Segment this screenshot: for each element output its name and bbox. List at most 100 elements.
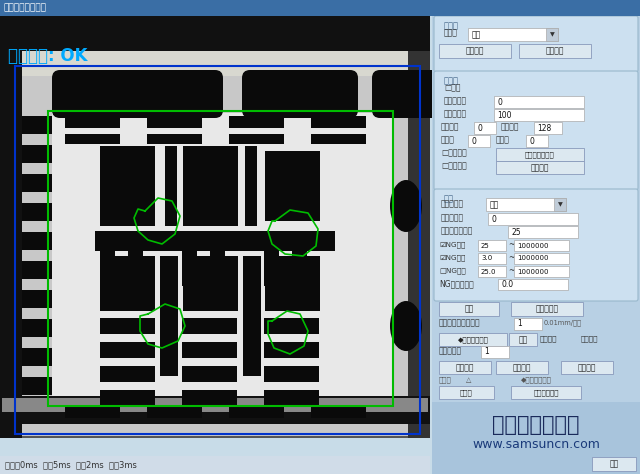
Bar bbox=[182, 342, 237, 358]
Bar bbox=[22, 174, 52, 192]
Bar bbox=[514, 318, 542, 330]
Text: ~: ~ bbox=[508, 254, 515, 263]
Text: 整体保存: 整体保存 bbox=[578, 363, 596, 372]
Text: 区域缩模: 区域缩模 bbox=[546, 46, 564, 55]
Bar bbox=[486, 2, 535, 16]
Bar bbox=[439, 386, 494, 399]
Text: 预处理预览: 预处理预览 bbox=[536, 304, 559, 313]
Bar bbox=[311, 406, 366, 418]
Bar bbox=[439, 361, 491, 374]
Bar bbox=[147, 116, 202, 128]
Bar bbox=[519, 44, 591, 58]
Bar bbox=[182, 318, 237, 334]
Text: ◆更新标准图像: ◆更新标准图像 bbox=[458, 336, 488, 343]
Text: 前景高：: 前景高： bbox=[501, 122, 520, 131]
FancyBboxPatch shape bbox=[434, 16, 638, 72]
Bar bbox=[229, 116, 284, 128]
Text: 1: 1 bbox=[484, 347, 489, 356]
Bar bbox=[468, 135, 490, 147]
Text: 0: 0 bbox=[477, 124, 482, 133]
Bar bbox=[100, 366, 155, 382]
Bar bbox=[0, 16, 430, 51]
Text: 区域检测: 区域检测 bbox=[602, 6, 620, 12]
Text: 集体参数: 集体参数 bbox=[456, 363, 474, 372]
Text: 说明: 说明 bbox=[465, 304, 474, 313]
Text: 0: 0 bbox=[471, 137, 476, 146]
Bar bbox=[182, 366, 237, 382]
Bar bbox=[2, 51, 428, 76]
Text: 当前图像: 当前图像 bbox=[581, 336, 598, 342]
Text: 全局参数2: 全局参数2 bbox=[549, 6, 572, 12]
Bar bbox=[22, 377, 52, 395]
Bar bbox=[22, 406, 52, 424]
Bar bbox=[496, 148, 584, 161]
Text: 3.0: 3.0 bbox=[481, 255, 492, 262]
Text: 放大：: 放大： bbox=[496, 136, 510, 145]
Text: 线形: 线形 bbox=[472, 30, 481, 39]
Text: 算法分类：: 算法分类： bbox=[439, 346, 462, 356]
Bar bbox=[264, 318, 319, 334]
Bar bbox=[0, 16, 430, 438]
Bar bbox=[264, 390, 319, 406]
Bar bbox=[100, 342, 155, 358]
Text: 25.0: 25.0 bbox=[481, 268, 497, 274]
Bar bbox=[22, 145, 52, 163]
Bar bbox=[2, 398, 428, 412]
Bar bbox=[147, 406, 202, 418]
Bar bbox=[264, 342, 319, 358]
Text: 保存为检测区域: 保存为检测区域 bbox=[525, 151, 555, 158]
Text: 1: 1 bbox=[517, 319, 522, 328]
Text: 区域：: 区域： bbox=[439, 377, 452, 383]
Bar bbox=[478, 240, 506, 251]
Text: □反色: □反色 bbox=[444, 83, 461, 92]
Bar bbox=[432, 0, 640, 474]
Text: 1000000: 1000000 bbox=[517, 255, 548, 262]
Bar bbox=[536, 2, 585, 16]
Bar bbox=[65, 134, 120, 144]
Text: 轮廓忽略范围：: 轮廓忽略范围： bbox=[441, 227, 474, 236]
Bar bbox=[0, 0, 640, 16]
Text: www.samsuncn.com: www.samsuncn.com bbox=[472, 438, 600, 452]
Text: 前景低：: 前景低： bbox=[441, 122, 460, 131]
Text: 退出: 退出 bbox=[609, 459, 619, 468]
Bar bbox=[292, 231, 307, 286]
Bar bbox=[439, 302, 499, 316]
Ellipse shape bbox=[390, 301, 422, 351]
Text: 结果: 结果 bbox=[444, 194, 454, 203]
Text: 算法结果判断比例：: 算法结果判断比例： bbox=[439, 319, 481, 328]
Bar bbox=[100, 318, 155, 334]
Bar bbox=[22, 319, 52, 337]
Bar bbox=[439, 44, 511, 58]
Text: 方式：: 方式： bbox=[444, 28, 458, 37]
Bar bbox=[15, 66, 420, 434]
Text: □NG外长: □NG外长 bbox=[439, 268, 466, 274]
Text: 0: 0 bbox=[491, 215, 496, 224]
Text: 1000000: 1000000 bbox=[517, 243, 548, 248]
Text: 整体: 整体 bbox=[490, 200, 499, 209]
Text: 检查区域: 检查区域 bbox=[466, 46, 484, 55]
Bar bbox=[128, 231, 143, 286]
Text: 25: 25 bbox=[511, 228, 520, 237]
Bar bbox=[408, 51, 430, 438]
Bar bbox=[165, 146, 177, 226]
Bar bbox=[52, 113, 392, 403]
Bar bbox=[586, 2, 635, 16]
Bar bbox=[183, 256, 238, 311]
Bar bbox=[511, 302, 583, 316]
Text: □删除背景: □删除背景 bbox=[441, 148, 467, 157]
Text: 缩小：: 缩小： bbox=[441, 136, 455, 145]
Bar bbox=[514, 240, 569, 251]
Bar bbox=[48, 111, 393, 406]
Bar bbox=[2, 18, 428, 436]
Text: ☑NG面积: ☑NG面积 bbox=[439, 242, 465, 248]
Bar bbox=[311, 134, 366, 144]
Text: 轮廓偏移：: 轮廓偏移： bbox=[441, 213, 464, 222]
Bar bbox=[182, 231, 197, 286]
Bar bbox=[210, 231, 225, 286]
Bar bbox=[486, 198, 566, 211]
Bar bbox=[100, 256, 155, 311]
Ellipse shape bbox=[390, 180, 422, 232]
Text: 检测方式：: 检测方式： bbox=[441, 200, 464, 209]
Text: 测试结果: OK: 测试结果: OK bbox=[8, 47, 88, 65]
Bar bbox=[22, 203, 52, 221]
